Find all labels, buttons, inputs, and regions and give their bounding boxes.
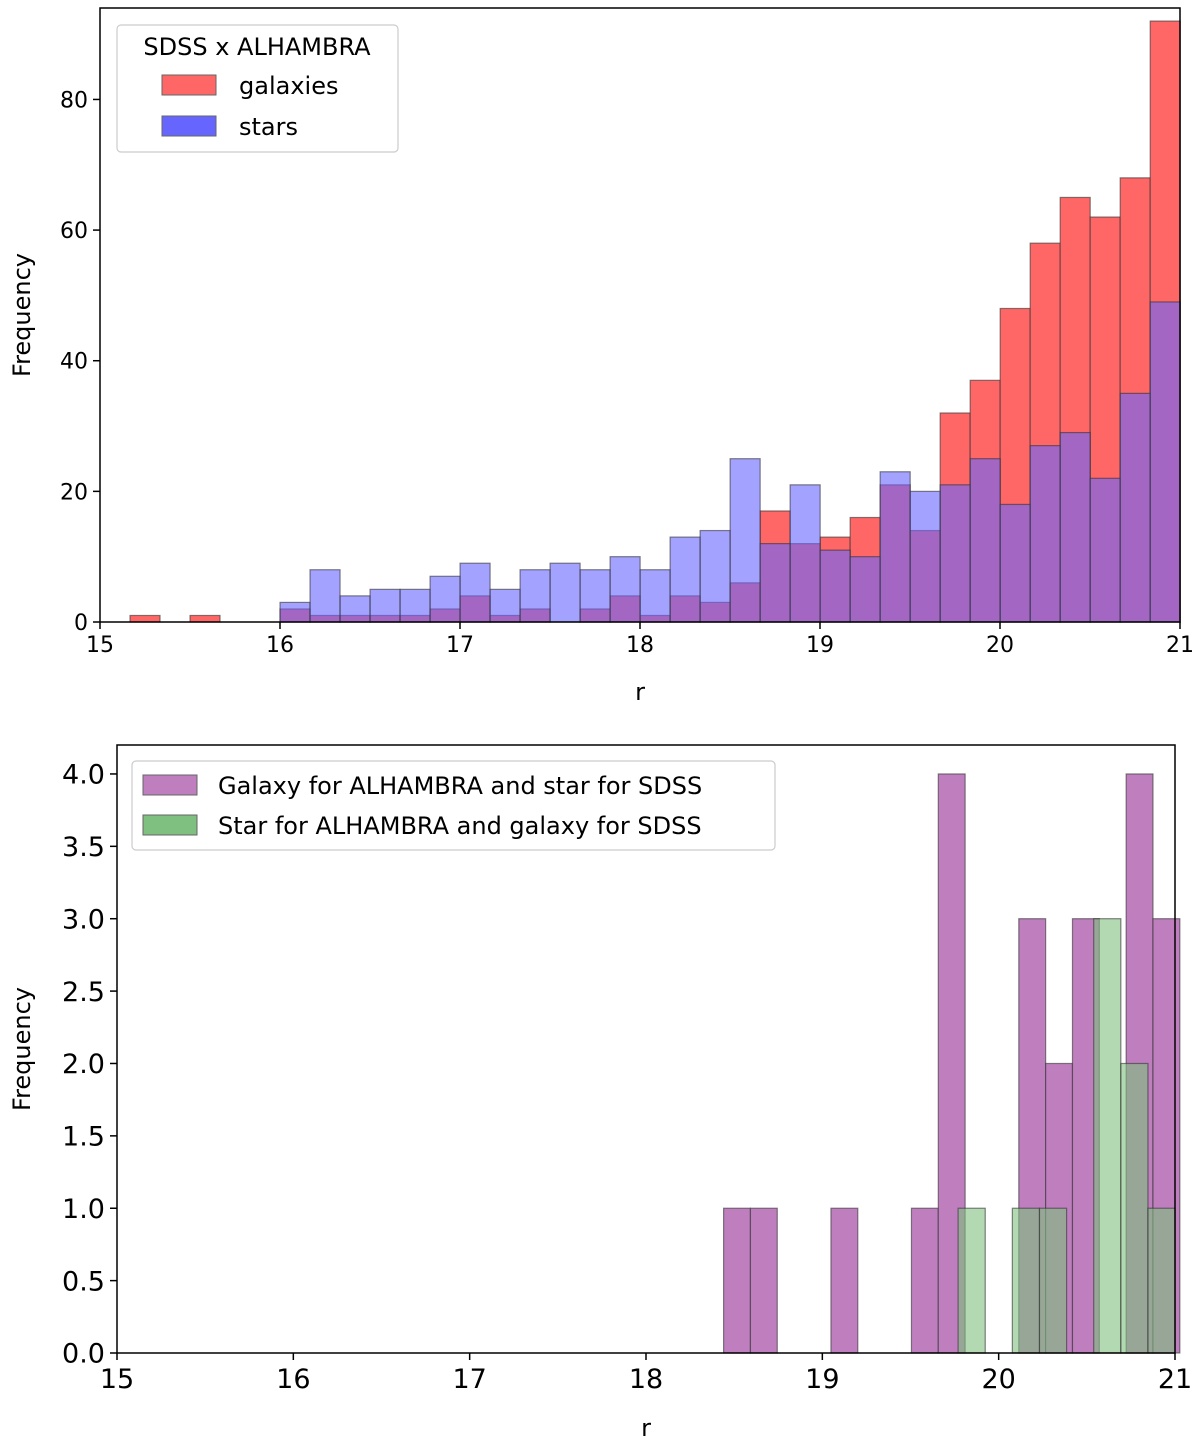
y-tick-label: 0.0 [62, 1339, 105, 1370]
bar-series-b-bin-9 [369, 588, 401, 623]
x-tick-label: 16 [266, 633, 294, 658]
y-axis-label: Frequency [8, 253, 36, 377]
y-tick-label: 3.0 [62, 904, 105, 935]
bar-series-b-bin-23 [789, 484, 821, 623]
bar-series-b-bin-12 [459, 562, 491, 623]
y-tick-label: 40 [60, 350, 88, 375]
bar-series-b-bin-26 [879, 471, 911, 623]
legend-swatch-star-alhambra [142, 814, 198, 836]
histogram-bars-bottom [722, 773, 1181, 1354]
x-tick-label: 16 [276, 1364, 310, 1395]
bar-series-a-bin-4 [830, 1207, 859, 1354]
bar-series-a-bin-1 [749, 1207, 778, 1354]
x-tick-label: 19 [806, 633, 834, 658]
bar-series-b-bin-15 [549, 562, 581, 623]
legend-swatch-stars [161, 115, 217, 137]
bar-series-b-bin-8 [339, 595, 371, 623]
y-tick-label: 20 [60, 480, 88, 505]
bar-series-b-bin-34 [1119, 392, 1151, 623]
bar-series-b-bin-20 [699, 529, 731, 623]
legend-label-galaxies: galaxies [239, 72, 338, 100]
y-tick-label: 4.0 [62, 760, 105, 791]
x-tick-label: 21 [1158, 1364, 1192, 1395]
y-axis-ticks-bottom: 0.0 0.5 1.0 1.5 2.0 2.5 3.0 3.5 4.0 [62, 760, 117, 1370]
bar-series-b-bin-19 [669, 536, 701, 623]
x-tick-label: 20 [986, 633, 1014, 658]
y-tick-label: 0.5 [62, 1266, 105, 1297]
x-tick-label: 18 [629, 1364, 663, 1395]
x-tick-label: 15 [100, 1364, 134, 1395]
bar-series-b-bin-22 [759, 543, 791, 623]
y-tick-label: 1.5 [62, 1122, 105, 1153]
bar-series-b-bin-18 [639, 569, 671, 623]
bar-series-b-bin-16 [579, 569, 611, 623]
bar-series-b-bin-2 [1011, 1207, 1041, 1354]
y-tick-label: 1.0 [62, 1194, 105, 1225]
y-tick-label: 80 [60, 88, 88, 113]
y-tick-label: 3.5 [62, 832, 105, 863]
y-tick-label: 60 [60, 219, 88, 244]
y-axis-label: Frequency [8, 987, 36, 1111]
bar-series-b-bin-27 [909, 490, 941, 623]
x-tick-label: 15 [86, 633, 114, 658]
x-tick-label: 20 [981, 1364, 1015, 1395]
x-tick-label: 21 [1166, 633, 1194, 658]
x-axis-label: r [641, 1414, 651, 1442]
bar-series-b-bin-17 [609, 556, 641, 623]
bar-series-b-bin-35 [1149, 301, 1181, 623]
legend-bottom: Galaxy for ALHAMBRA and star for SDSS St… [131, 760, 776, 851]
bar-series-b-bin-33 [1089, 477, 1121, 623]
legend-top: SDSS x ALHAMBRA galaxies stars [116, 24, 399, 153]
y-tick-label: 0 [74, 611, 88, 636]
legend-label-stars: stars [239, 113, 298, 141]
bar-series-a-bin-7 [910, 1207, 939, 1354]
x-tick-label: 18 [626, 633, 654, 658]
bar-series-b-bin-10 [399, 588, 431, 623]
x-tick-label: 17 [446, 633, 474, 658]
bar-series-b-bin-7 [1147, 1207, 1176, 1354]
bar-series-b-bin-5 [1093, 918, 1122, 1354]
y-axis-ticks-top: 0 20 40 60 80 [60, 88, 100, 636]
bar-series-b-bin-28 [939, 484, 971, 623]
bar-series-b-bin-31 [1029, 445, 1061, 623]
bar-series-b-bin-7 [309, 569, 341, 623]
bar-series-b-bin-32 [1059, 431, 1091, 623]
legend-title: SDSS x ALHAMBRA [143, 33, 371, 61]
bar-series-b-bin-21 [729, 458, 761, 623]
histogram-panel-top: 15 16 17 18 19 20 21 0 20 40 60 80 r Frequency SDS… [8, 7, 1194, 706]
bar-series-b-bin-3 [1038, 1207, 1068, 1354]
legend-label-star-alhambra: Star for ALHAMBRA and galaxy for SDSS [218, 812, 702, 840]
bar-series-b-bin-6 [279, 601, 311, 623]
legend-frame [131, 760, 776, 851]
bar-series-b-bin-11 [429, 575, 461, 623]
bar-series-a-bin-1 [129, 614, 161, 623]
bar-series-b-bin-14 [519, 569, 551, 623]
bar-series-b-bin-24 [819, 549, 851, 623]
bar-series-b-bin-30 [999, 503, 1031, 623]
x-axis-ticks-bottom: 15 16 17 18 19 20 21 [100, 1353, 1192, 1395]
y-tick-label: 2.5 [62, 977, 105, 1008]
bar-series-b-bin-29 [969, 458, 1001, 623]
bar-series-b-bin-25 [849, 556, 881, 623]
legend-swatch-galaxy-alhambra [142, 774, 198, 796]
x-axis-ticks-top: 15 16 17 18 19 20 21 [86, 622, 1194, 658]
bar-series-b-bin-6 [1120, 1062, 1149, 1354]
bar-series-b-bin-13 [489, 588, 521, 623]
y-tick-label: 2.0 [62, 1049, 105, 1080]
legend-swatch-galaxies [161, 74, 217, 96]
legend-label-galaxy-alhambra: Galaxy for ALHAMBRA and star for SDSS [218, 772, 702, 800]
x-axis-label: r [635, 678, 645, 706]
histogram-panel-bottom: 15 16 17 18 19 20 21 0.0 0.5 1.0 1.5 2.0 2.5 3.0 3.5 4… [8, 744, 1192, 1442]
bar-series-b-bin-0 [957, 1207, 986, 1354]
histogram-bars-top [129, 20, 1181, 623]
x-tick-label: 19 [805, 1364, 839, 1395]
bar-series-a-bin-0 [722, 1207, 752, 1354]
x-tick-label: 17 [452, 1364, 486, 1395]
bar-series-a-bin-3 [189, 614, 221, 623]
